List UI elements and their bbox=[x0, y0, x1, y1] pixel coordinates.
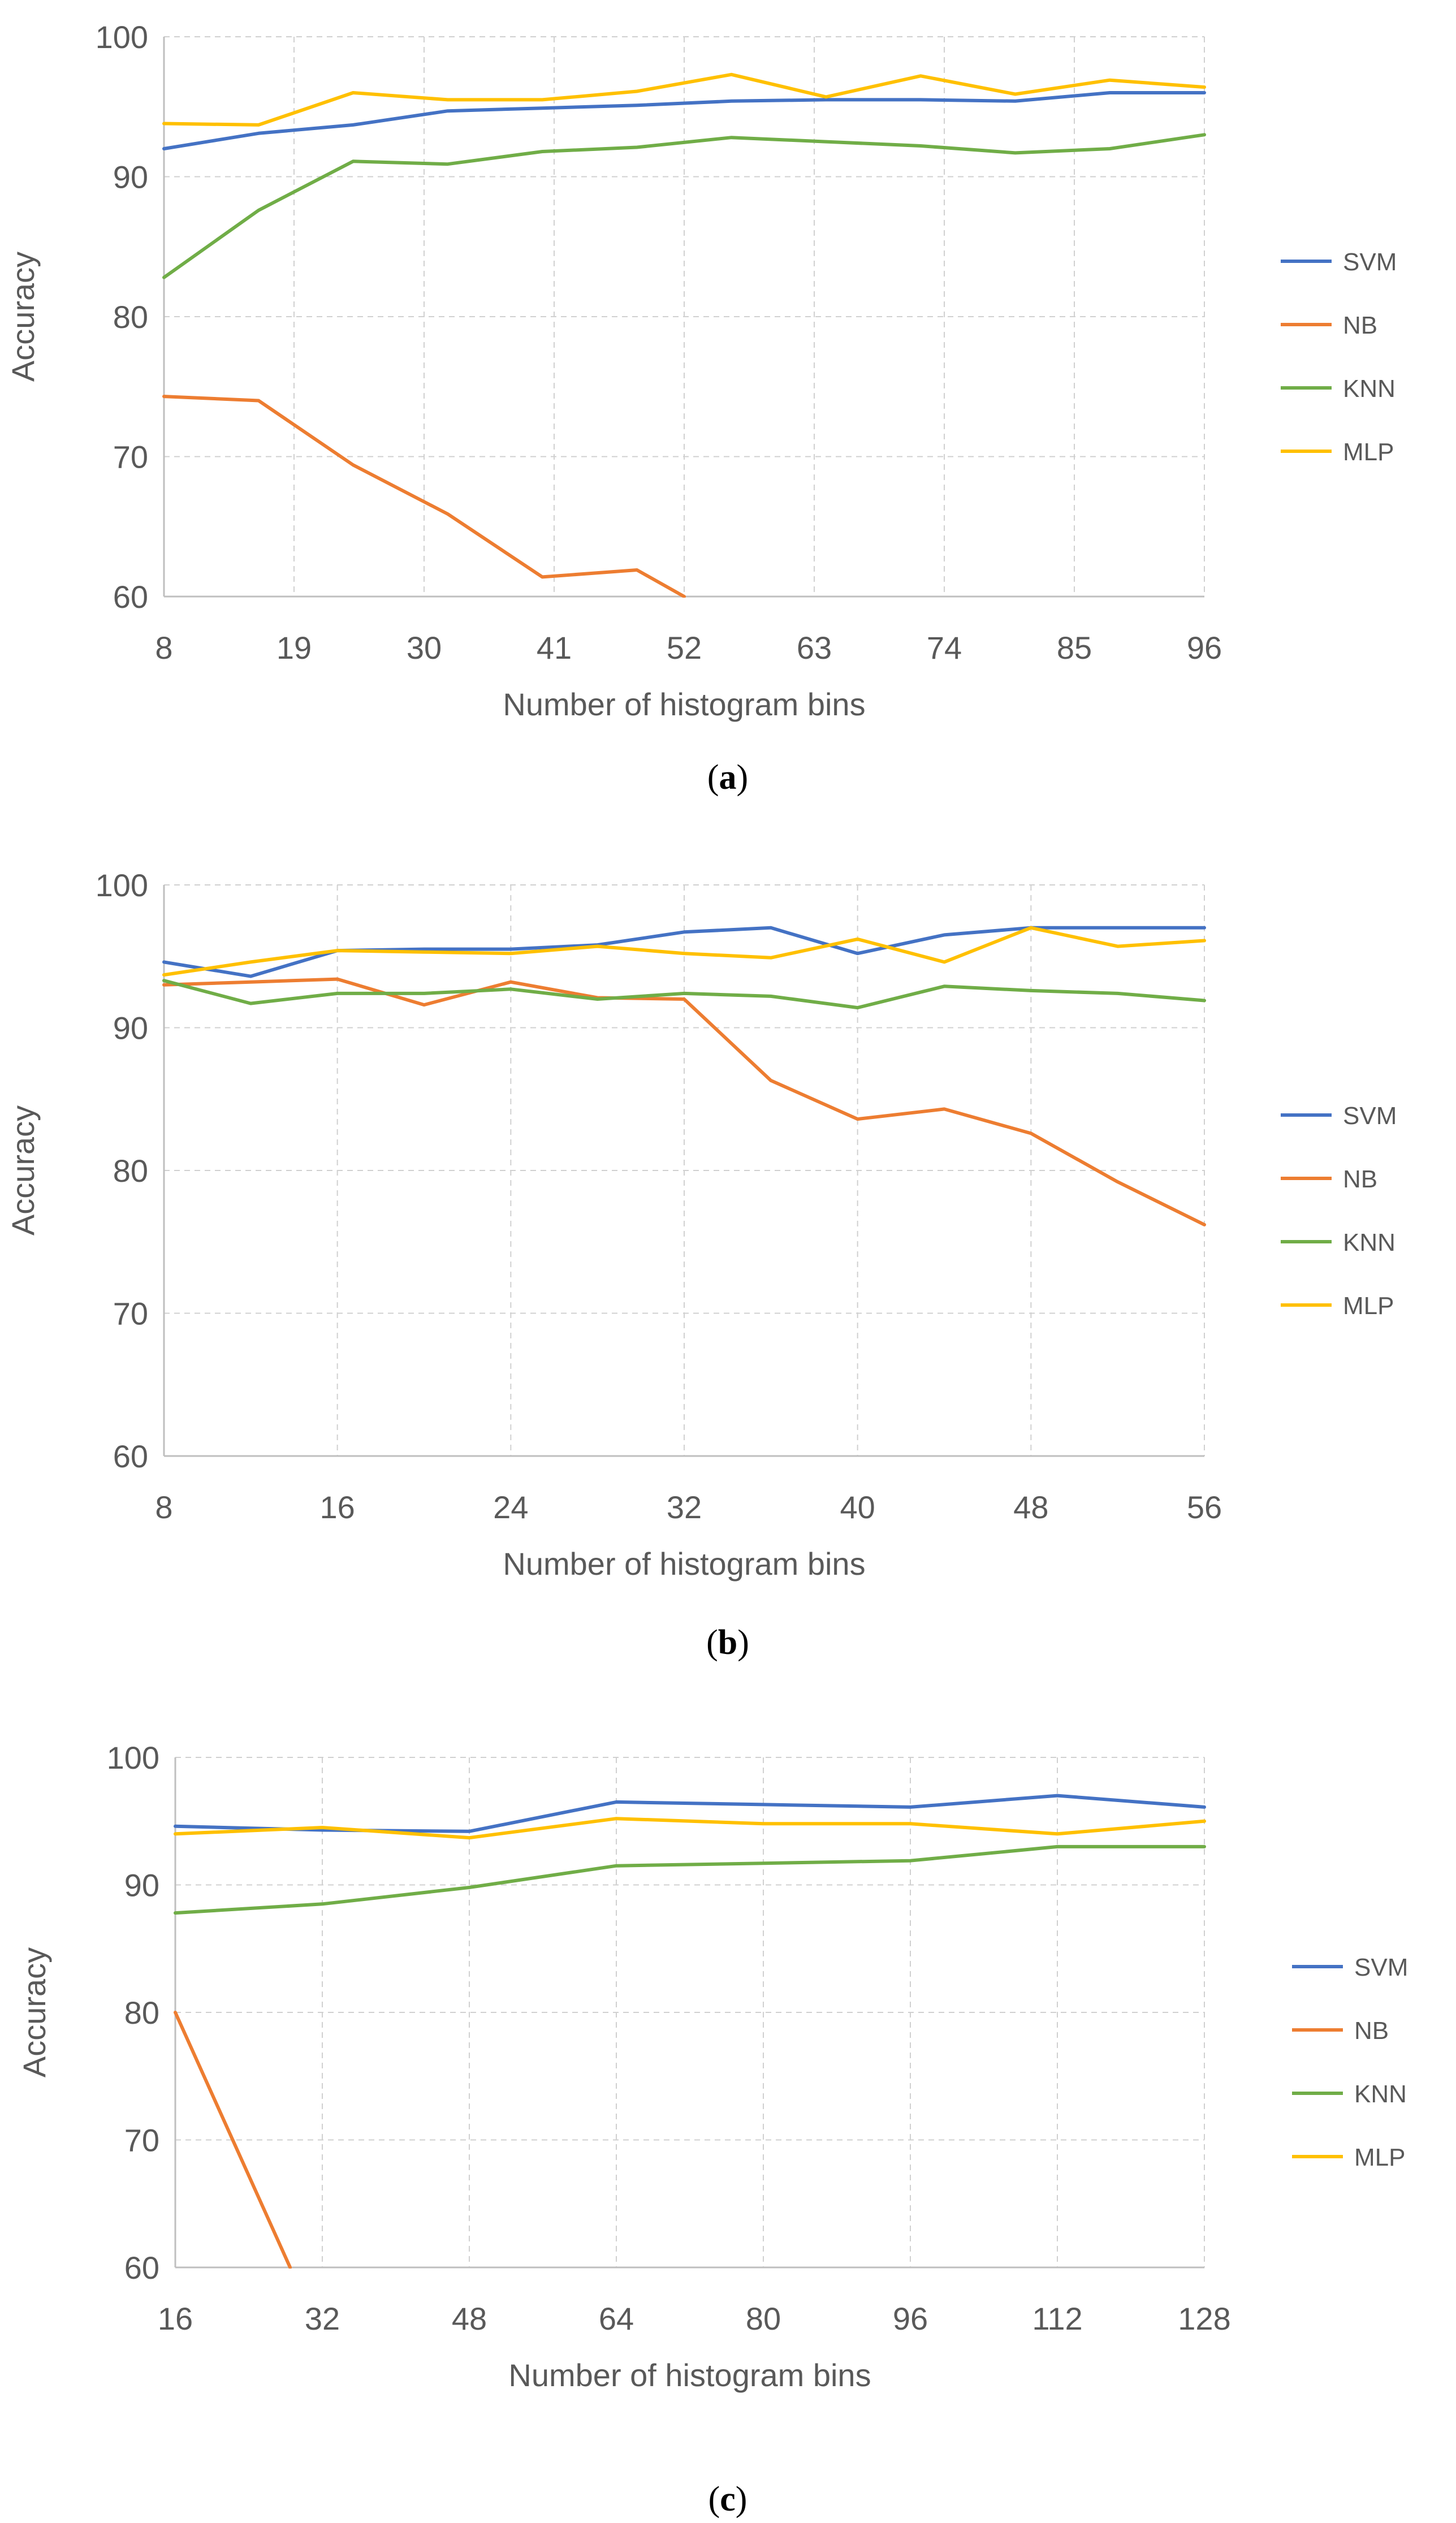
x-tick-label: 8 bbox=[155, 1489, 172, 1525]
x-tick-label: 74 bbox=[927, 630, 962, 666]
gridlines bbox=[164, 884, 1205, 1456]
x-tick-label: 128 bbox=[1178, 2301, 1230, 2336]
series-line-knn bbox=[162, 133, 1206, 279]
panel-caption: (b) bbox=[706, 1623, 749, 1662]
x-axis-title: Number of histogram bins bbox=[503, 1546, 865, 1582]
legend-label-nb: NB bbox=[1343, 312, 1377, 339]
chart-b-svg: 60 70 80 90 100 8 16 24 32 40 48 56 SVM NB KNN MLP Accur… bbox=[5, 867, 1397, 1662]
y-axis-title: Accuracy bbox=[5, 1105, 41, 1235]
x-tick-label: 16 bbox=[320, 1489, 355, 1525]
x-tick-label: 80 bbox=[746, 2301, 781, 2336]
series-line-nb bbox=[174, 2011, 292, 2269]
y-tick-label: 100 bbox=[96, 867, 148, 903]
x-tick-label: 48 bbox=[1013, 1489, 1048, 1525]
x-tick-label: 85 bbox=[1057, 630, 1092, 666]
y-tick-label: 90 bbox=[113, 1010, 148, 1046]
chart-panel-a: 60 70 80 90 100 8 19 30 41 52 63 74 85 96 SVM NB KNN MLP A… bbox=[0, 0, 1456, 797]
x-tick-label: 64 bbox=[599, 2301, 634, 2336]
y-tick-label: 60 bbox=[113, 579, 148, 615]
x-tick-label: 96 bbox=[893, 2301, 928, 2336]
x-tick-label: 8 bbox=[155, 630, 172, 666]
x-tick-label: 19 bbox=[276, 630, 312, 666]
x-tick-label: 41 bbox=[537, 630, 572, 666]
y-tick-label: 70 bbox=[113, 1296, 148, 1332]
legend-label-knn: KNN bbox=[1343, 375, 1395, 403]
x-tick-label: 96 bbox=[1187, 630, 1222, 666]
legend-label-nb: NB bbox=[1343, 1165, 1377, 1193]
y-tick-label: 100 bbox=[96, 19, 148, 55]
chart-panel-c: 60 70 80 90 100 16 32 48 64 80 96 112 128 SVM NB KNN MLP… bbox=[0, 1702, 1456, 2523]
legend-label-svm: SVM bbox=[1343, 248, 1397, 276]
gridlines bbox=[175, 1757, 1205, 2267]
panel-caption: (c) bbox=[708, 2480, 748, 2518]
legend-label-mlp: MLP bbox=[1343, 1292, 1394, 1320]
series-line-nb bbox=[162, 977, 1206, 1226]
legend-label-nb: NB bbox=[1354, 2017, 1389, 2045]
legend-label-knn: KNN bbox=[1343, 1229, 1395, 1256]
panel-caption-letter: b bbox=[718, 1623, 737, 1662]
y-tick-label: 90 bbox=[113, 159, 148, 195]
y-tick-label: 80 bbox=[113, 299, 148, 335]
y-tick-label: 100 bbox=[107, 1740, 159, 1775]
x-tick-label: 24 bbox=[493, 1489, 528, 1525]
y-tick-label: 60 bbox=[113, 1438, 148, 1474]
x-tick-label: 63 bbox=[797, 630, 832, 666]
x-tick-label: 30 bbox=[407, 630, 442, 666]
series-line-svm bbox=[162, 91, 1206, 150]
y-axis-title: Accuracy bbox=[5, 252, 41, 382]
series-line-nb bbox=[162, 395, 686, 598]
chart-a-svg: 60 70 80 90 100 8 19 30 41 52 63 74 85 96 SVM NB KNN MLP A… bbox=[5, 19, 1397, 797]
x-tick-label: 32 bbox=[305, 2301, 340, 2336]
y-tick-label: 60 bbox=[124, 2250, 159, 2286]
legend-label-svm: SVM bbox=[1354, 1954, 1408, 1981]
x-tick-label: 40 bbox=[840, 1489, 875, 1525]
x-tick-label: 56 bbox=[1187, 1489, 1222, 1525]
x-tick-label: 52 bbox=[667, 630, 702, 666]
x-tick-label: 112 bbox=[1032, 2301, 1082, 2336]
panel-caption: (a) bbox=[707, 758, 748, 797]
x-axis-title: Number of histogram bins bbox=[503, 686, 865, 722]
legend-label-svm: SVM bbox=[1343, 1102, 1397, 1130]
x-axis-title: Number of histogram bins bbox=[508, 2357, 871, 2393]
series-line-knn bbox=[174, 1844, 1206, 1915]
y-tick-label: 90 bbox=[124, 1868, 159, 1903]
chart-c-svg: 60 70 80 90 100 16 32 48 64 80 96 112 128 SVM NB KNN MLP… bbox=[16, 1740, 1408, 2518]
chart-panel-b: 60 70 80 90 100 8 16 24 32 40 48 56 SVM NB KNN MLP Accur… bbox=[0, 837, 1456, 1674]
series-line-svm bbox=[174, 1794, 1206, 1833]
legend-label-knn: KNN bbox=[1354, 2080, 1407, 2108]
series-line-mlp bbox=[162, 926, 1206, 977]
legend-label-mlp: MLP bbox=[1343, 438, 1394, 466]
y-tick-label: 70 bbox=[124, 2123, 159, 2158]
x-tick-label: 16 bbox=[158, 2301, 193, 2336]
y-tick-label: 80 bbox=[124, 1995, 159, 2031]
legend-label-mlp: MLP bbox=[1354, 2144, 1405, 2171]
y-tick-label: 80 bbox=[113, 1153, 148, 1189]
y-tick-label: 70 bbox=[113, 439, 148, 475]
x-tick-label: 32 bbox=[667, 1489, 702, 1525]
series-line-mlp bbox=[162, 72, 1206, 127]
gridlines bbox=[164, 36, 1205, 597]
panel-caption-letter: c bbox=[720, 2480, 736, 2518]
series-line-knn bbox=[162, 979, 1206, 1010]
panel-caption-letter: a bbox=[719, 758, 737, 797]
y-axis-title: Accuracy bbox=[16, 1947, 52, 2077]
x-tick-label: 48 bbox=[452, 2301, 487, 2336]
series-line-mlp bbox=[174, 1817, 1206, 1840]
